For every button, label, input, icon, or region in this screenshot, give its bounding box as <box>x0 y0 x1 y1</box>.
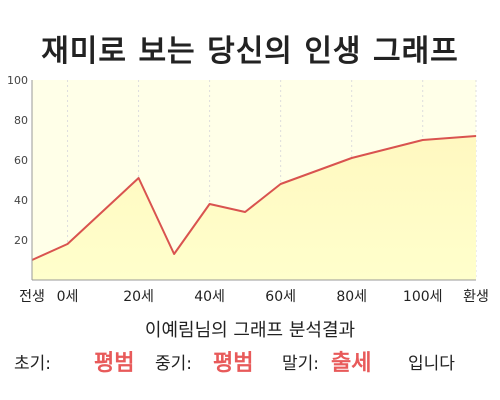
x-tick-label: 40세 <box>194 289 225 305</box>
series-line <box>31 135 477 261</box>
y-tick-labels: 20 40 60 80 100 <box>7 74 28 247</box>
middle-value: 평범 <box>213 351 254 376</box>
y-tick-label: 60 <box>14 154 28 167</box>
late-label: 말기: <box>282 354 320 374</box>
y-tick-label: 20 <box>14 234 28 247</box>
analysis-result-row: 초기: 평범 중기: 평범 말기: 출세 입니다 <box>0 346 500 382</box>
middle-label: 중기: <box>155 354 193 374</box>
x-tick-label: 환생 <box>463 289 489 305</box>
x-tick-label: 전생 <box>19 289 45 305</box>
x-tick-label: 20세 <box>123 289 154 305</box>
y-tick-label: 40 <box>14 194 28 207</box>
x-tick-label: 80세 <box>336 289 367 305</box>
life-graph-chart: 20 40 60 80 100 전생 0세 20세 40세 60세 80세 100세 환생 <box>7 74 489 305</box>
early-label: 초기: <box>14 354 52 374</box>
x-tick-labels: 전생 0세 20세 40세 60세 80세 100세 환생 <box>19 289 489 305</box>
early-value: 평범 <box>94 351 135 376</box>
x-tick-label: 100세 <box>403 289 443 305</box>
y-tick-label: 80 <box>14 114 28 127</box>
x-tick-label: 60세 <box>265 289 296 305</box>
analysis-subtitle: 이예림님의 그래프 분석결과 <box>144 320 356 341</box>
area-fill <box>32 136 476 280</box>
result-suffix: 입니다 <box>408 354 455 374</box>
y-tick-label: 100 <box>7 74 28 87</box>
chart-title: 재미로 보는 당신의 인생 그래프 <box>41 34 459 69</box>
x-tick-label: 0세 <box>57 289 79 305</box>
late-value: 출세 <box>331 351 372 376</box>
